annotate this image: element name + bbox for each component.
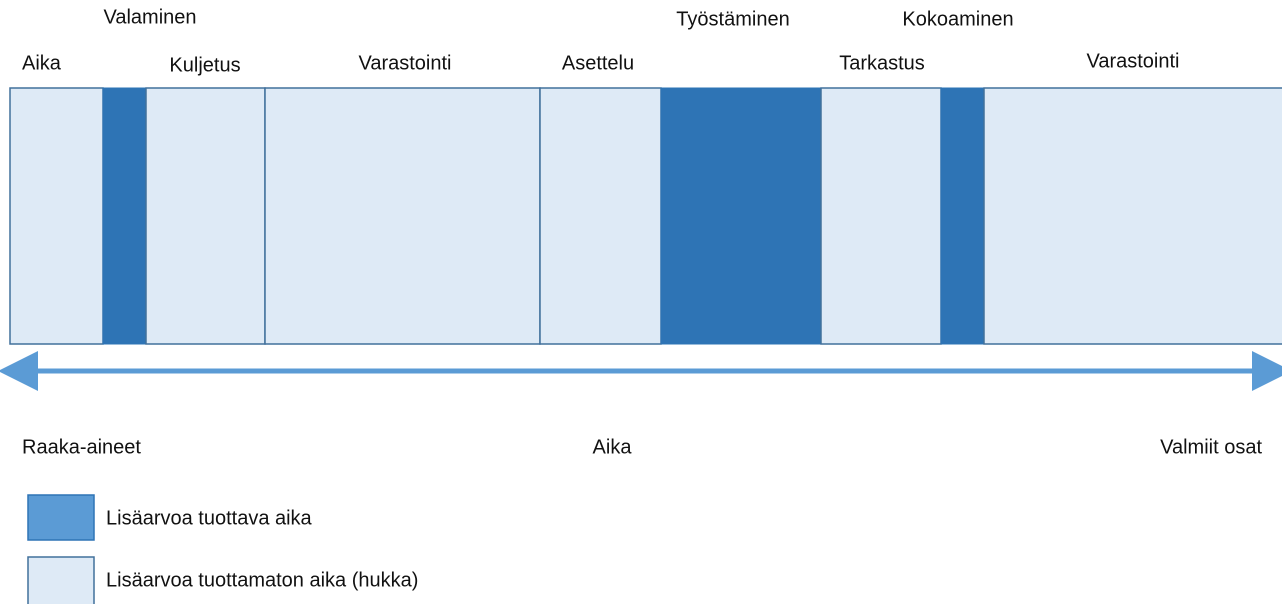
step-label: Asettelu	[562, 52, 634, 74]
step-label: Aika	[22, 52, 62, 74]
axis-label: Aika	[593, 436, 633, 458]
step-label: Työstäminen	[676, 8, 789, 30]
legend-swatch	[27, 556, 95, 604]
step-label: Kuljetus	[169, 54, 240, 76]
legend-label: Lisäarvoa tuottamaton aika (hukka)	[106, 569, 418, 591]
step-label: Tarkastus	[839, 52, 925, 74]
axis-start-label: Raaka-aineet	[22, 436, 141, 458]
segment	[264, 87, 541, 345]
segment	[940, 87, 985, 345]
segment	[102, 87, 147, 345]
segment	[145, 87, 266, 345]
segment	[660, 87, 822, 345]
segment	[539, 87, 662, 345]
step-label: Varastointi	[1086, 50, 1179, 72]
segment	[983, 87, 1282, 345]
step-label: Valaminen	[103, 6, 196, 28]
legend-swatch	[27, 494, 95, 541]
axis-end-label: Valmiit osat	[1160, 436, 1262, 458]
step-label: Kokoaminen	[902, 8, 1013, 30]
timeline-bar	[9, 87, 1282, 345]
segment	[820, 87, 942, 345]
legend-label: Lisäarvoa tuottava aika	[106, 507, 313, 529]
segment	[9, 87, 104, 345]
step-label: Varastointi	[358, 52, 451, 74]
